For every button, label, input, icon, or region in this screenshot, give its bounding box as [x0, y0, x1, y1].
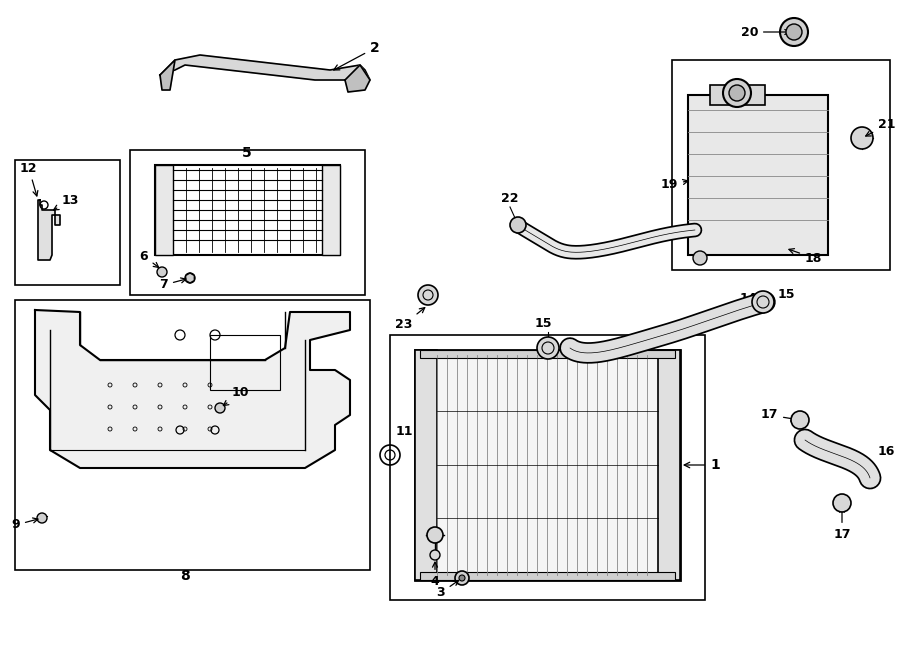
Bar [688, 95, 828, 255]
Circle shape [185, 273, 195, 283]
Bar [322, 165, 340, 255]
Bar [415, 350, 680, 580]
Text: 10: 10 [223, 387, 249, 406]
Text: 7: 7 [159, 278, 186, 292]
Text: 15: 15 [778, 288, 796, 301]
Circle shape [427, 527, 443, 543]
Text: 9: 9 [12, 518, 38, 531]
Circle shape [851, 127, 873, 149]
Bar [672, 60, 890, 270]
Circle shape [723, 79, 751, 107]
Text: 6: 6 [140, 249, 158, 268]
Text: 23: 23 [394, 307, 425, 332]
Circle shape [833, 494, 851, 512]
Bar [130, 150, 365, 295]
Circle shape [780, 18, 808, 46]
Text: 17: 17 [833, 507, 850, 541]
Circle shape [157, 267, 167, 277]
Text: 16: 16 [878, 445, 896, 458]
Bar [710, 85, 765, 105]
Circle shape [459, 575, 465, 581]
Bar [420, 572, 675, 580]
Circle shape [418, 285, 438, 305]
Circle shape [455, 571, 469, 585]
Circle shape [791, 411, 809, 429]
Text: 8: 8 [180, 569, 190, 583]
Bar [420, 350, 675, 358]
Polygon shape [35, 310, 350, 468]
Circle shape [786, 24, 802, 40]
Circle shape [37, 513, 47, 523]
Bar [390, 335, 705, 600]
Circle shape [430, 550, 440, 560]
Bar [658, 350, 680, 580]
Polygon shape [38, 200, 60, 260]
Text: 3: 3 [436, 580, 459, 600]
Bar [155, 165, 173, 255]
Text: 4: 4 [430, 562, 439, 588]
Bar [155, 165, 340, 255]
Circle shape [510, 217, 526, 233]
Circle shape [537, 337, 559, 359]
Text: 18: 18 [789, 249, 823, 264]
Text: 22: 22 [501, 192, 518, 205]
Text: 2: 2 [334, 41, 380, 70]
Polygon shape [160, 60, 175, 90]
Bar [415, 350, 437, 580]
Circle shape [729, 85, 745, 101]
Circle shape [752, 291, 774, 313]
Text: 14: 14 [724, 292, 758, 317]
Text: 15: 15 [535, 317, 552, 330]
Polygon shape [345, 65, 370, 92]
Text: 1: 1 [684, 458, 720, 472]
Text: 11: 11 [396, 425, 413, 438]
Circle shape [693, 251, 707, 265]
Text: 5: 5 [242, 146, 252, 160]
Text: 17: 17 [760, 408, 796, 422]
Text: 19: 19 [661, 178, 688, 192]
Text: 12: 12 [20, 161, 38, 196]
Bar [210, 335, 280, 390]
Text: 21: 21 [866, 118, 896, 136]
Text: 13: 13 [54, 194, 79, 210]
Circle shape [215, 403, 225, 413]
Polygon shape [160, 55, 370, 85]
Bar [15, 300, 370, 570]
Bar [15, 160, 120, 285]
Text: 20: 20 [741, 26, 790, 38]
